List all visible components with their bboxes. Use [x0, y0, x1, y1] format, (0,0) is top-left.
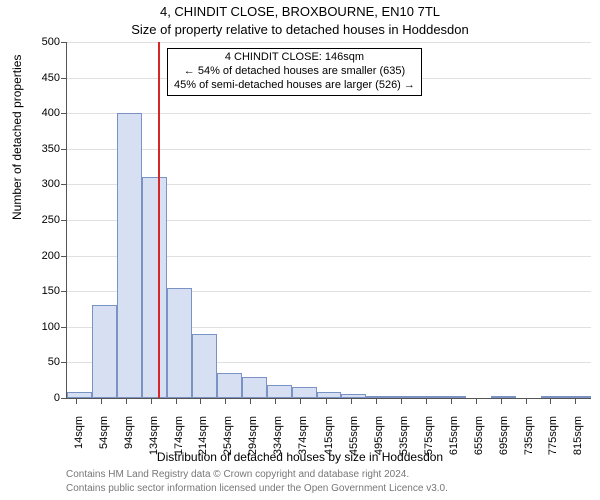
y-tick-label: 50 [10, 356, 60, 368]
x-tick [126, 398, 127, 404]
x-tick-label: 94sqm [123, 416, 135, 476]
y-tick-label: 150 [10, 285, 60, 297]
x-tick [426, 398, 427, 404]
histogram-bar [441, 396, 466, 398]
footer-copyright-2: Contains public sector information licen… [66, 483, 448, 494]
x-tick [76, 398, 77, 404]
y-tick [61, 256, 67, 257]
x-tick-label: 374sqm [297, 416, 309, 476]
x-tick [501, 398, 502, 404]
y-tick [61, 149, 67, 150]
histogram-bar [242, 377, 267, 398]
y-tick [61, 220, 67, 221]
y-tick-label: 350 [10, 143, 60, 155]
x-tick-label: 615sqm [448, 416, 460, 476]
y-tick-label: 400 [10, 107, 60, 119]
x-tick-label: 415sqm [323, 416, 335, 476]
x-tick [101, 398, 102, 404]
y-tick-label: 300 [10, 178, 60, 190]
histogram-bar [292, 387, 317, 398]
x-tick-label: 535sqm [398, 416, 410, 476]
y-tick [61, 291, 67, 292]
annotation-box: 4 CHINDIT CLOSE: 146sqm← 54% of detached… [167, 48, 422, 96]
histogram-bar [217, 373, 242, 398]
x-tick-label: 575sqm [423, 416, 435, 476]
histogram-bar [92, 305, 117, 398]
histogram-bar [267, 385, 292, 398]
y-tick-label: 450 [10, 72, 60, 84]
x-tick [451, 398, 452, 404]
x-tick [351, 398, 352, 404]
annotation-line-1: 4 CHINDIT CLOSE: 146sqm [174, 51, 415, 65]
x-tick-label: 455sqm [348, 416, 360, 476]
y-tick [61, 362, 67, 363]
histogram-bar [366, 396, 391, 398]
x-tick-label: 254sqm [222, 416, 234, 476]
histogram-bar [416, 396, 441, 398]
histogram-bar [142, 177, 167, 398]
x-tick [225, 398, 226, 404]
gridline [67, 42, 591, 43]
histogram-bar [541, 396, 566, 398]
plot-area: 4 CHINDIT CLOSE: 146sqm← 54% of detached… [66, 42, 591, 399]
x-tick-label: 14sqm [73, 416, 85, 476]
chart-title-main: 4, CHINDIT CLOSE, BROXBOURNE, EN10 7TL [0, 4, 600, 19]
x-tick-label: 54sqm [98, 416, 110, 476]
histogram-bar [341, 394, 366, 398]
y-tick-label: 0 [10, 392, 60, 404]
x-tick [176, 398, 177, 404]
histogram-bar [67, 392, 92, 398]
x-tick-label: 214sqm [197, 416, 209, 476]
y-tick-label: 500 [10, 36, 60, 48]
histogram-bar [192, 334, 217, 398]
histogram-bar [566, 396, 591, 398]
x-tick-label: 495sqm [373, 416, 385, 476]
x-tick-label: 775sqm [547, 416, 559, 476]
histogram-bar [117, 113, 142, 398]
x-tick [550, 398, 551, 404]
y-tick-label: 200 [10, 250, 60, 262]
histogram-bar [491, 396, 516, 398]
x-tick [300, 398, 301, 404]
y-tick [61, 398, 67, 399]
annotation-line-3: 45% of semi-detached houses are larger (… [174, 79, 415, 93]
x-tick [151, 398, 152, 404]
y-tick [61, 78, 67, 79]
x-tick [575, 398, 576, 404]
y-tick [61, 327, 67, 328]
annotation-line-2: ← 54% of detached houses are smaller (63… [174, 65, 415, 79]
y-tick-label: 250 [10, 214, 60, 226]
x-tick [401, 398, 402, 404]
x-tick [275, 398, 276, 404]
x-tick [526, 398, 527, 404]
x-tick-label: 815sqm [572, 416, 584, 476]
x-tick-label: 695sqm [498, 416, 510, 476]
x-tick-label: 735sqm [523, 416, 535, 476]
x-tick-label: 655sqm [473, 416, 485, 476]
x-tick-label: 174sqm [173, 416, 185, 476]
x-tick [200, 398, 201, 404]
gridline [67, 149, 591, 150]
y-tick [61, 42, 67, 43]
histogram-bar [317, 392, 342, 398]
x-tick [376, 398, 377, 404]
y-tick-label: 100 [10, 321, 60, 333]
y-tick [61, 184, 67, 185]
gridline [67, 113, 591, 114]
x-tick [250, 398, 251, 404]
x-tick-label: 334sqm [272, 416, 284, 476]
x-tick-label: 134sqm [148, 416, 160, 476]
x-tick [476, 398, 477, 404]
histogram-bar [167, 288, 192, 398]
x-tick-label: 294sqm [247, 416, 259, 476]
x-tick [326, 398, 327, 404]
marker-line [158, 42, 160, 398]
y-tick [61, 113, 67, 114]
histogram-bar [391, 396, 416, 398]
chart-title-sub: Size of property relative to detached ho… [0, 22, 600, 37]
